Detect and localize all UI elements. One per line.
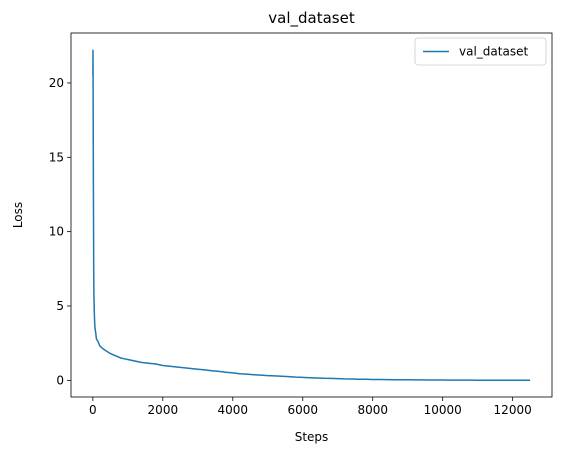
axes: 0 2000 4000 6000 8000 10000 12000 0 5 10 15 20: [49, 32, 553, 417]
x-tick-label: 8000: [357, 403, 388, 417]
y-axis-label: Loss: [11, 202, 25, 228]
x-tick-label: 0: [89, 403, 97, 417]
x-tick-label: 2000: [148, 403, 179, 417]
x-tick-label: 10000: [424, 403, 462, 417]
legend-box: [414, 37, 547, 66]
x-tick-label: 4000: [218, 403, 249, 417]
y-tick-label: 20: [49, 76, 64, 90]
x-axis-label: Steps: [295, 430, 329, 444]
axes-frame: [70, 32, 553, 398]
chart-title: val_dataset: [268, 9, 355, 28]
y-tick-label: 15: [49, 150, 64, 164]
x-tick-label: 12000: [494, 403, 532, 417]
series-line-0: [92, 49, 531, 381]
y-tick-label: 0: [56, 373, 64, 387]
legend-label: val_dataset: [459, 45, 528, 59]
legend: val_dataset: [414, 37, 547, 66]
y-tick-label: 5: [56, 299, 64, 313]
x-tick-label: 6000: [287, 403, 318, 417]
y-tick-label: 10: [49, 225, 64, 239]
plot-area: [92, 49, 531, 381]
